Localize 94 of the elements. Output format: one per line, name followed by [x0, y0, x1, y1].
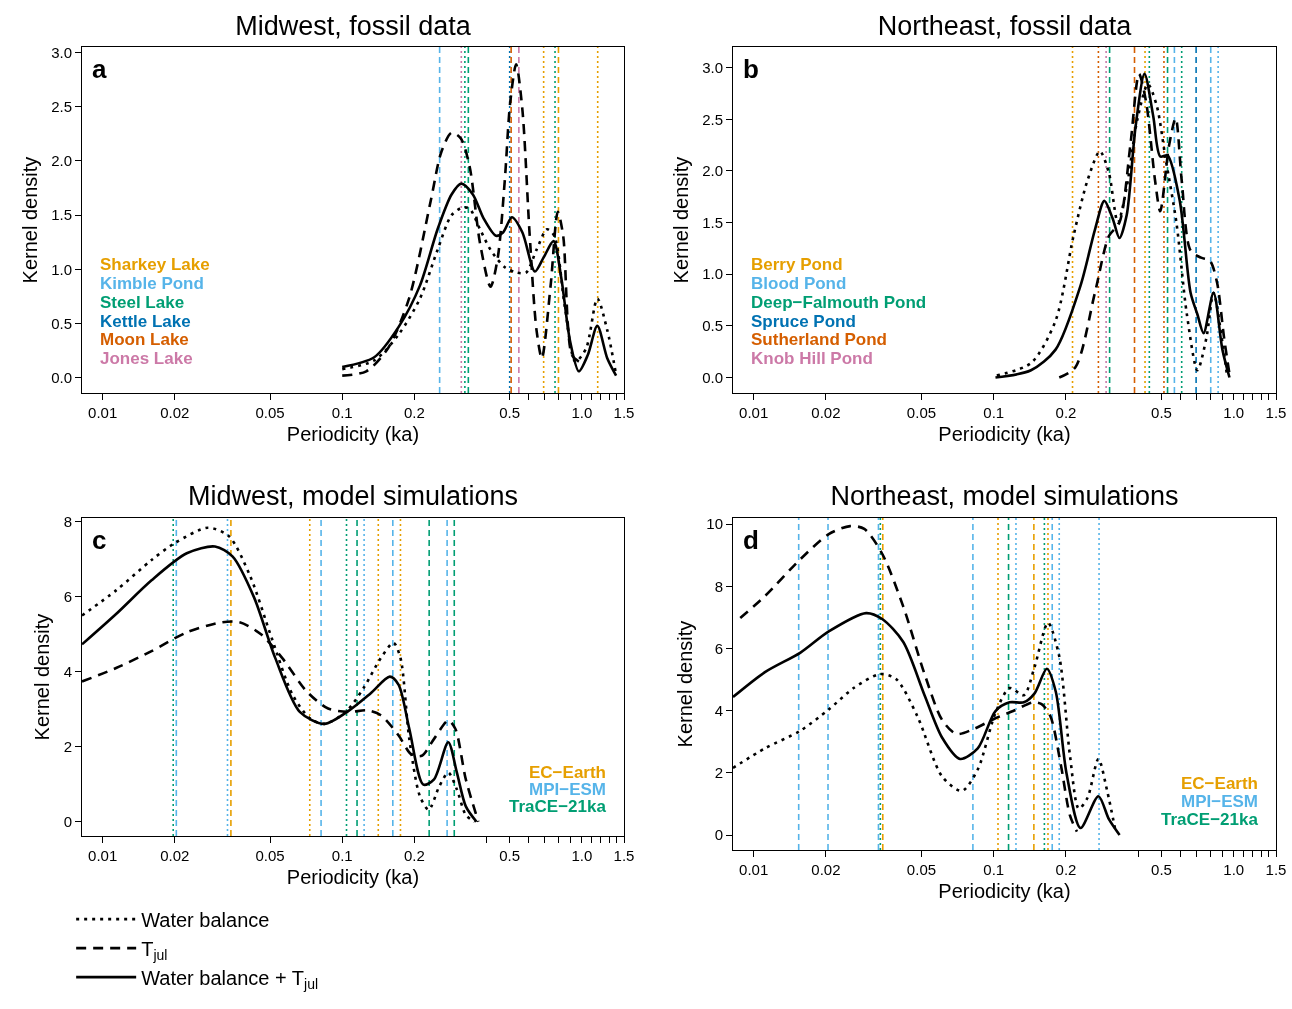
x-tick-label: 0.05 [255, 847, 285, 864]
chart-title: Midwest, model simulations [187, 481, 519, 512]
x-tick-label: 1.0 [571, 847, 593, 864]
annotation: a [92, 54, 107, 84]
x-tick-label: 0.02 [160, 404, 190, 421]
x-tick-label: 1.0 [1223, 404, 1245, 421]
y-tick-label: 3.0 [702, 58, 723, 76]
x-axis-title: Periodicity (ka) [938, 422, 1071, 445]
y-tick-label: 4 [714, 701, 723, 719]
y-tick-label: 10 [706, 515, 723, 533]
ref-line-label: Spruce Pond [751, 312, 856, 331]
x-tick-label: 1.0 [1223, 861, 1245, 878]
y-tick-label: 1.5 [51, 206, 72, 224]
ref-line-label: Steel Lake [100, 293, 185, 312]
y-tick-label: 1.0 [51, 260, 72, 278]
legend-label: Water balance + T$_{jul}$ [141, 966, 319, 993]
x-tick-label: 0.01 [88, 847, 118, 864]
y-tick-label: 0 [63, 813, 72, 830]
annotation: c [92, 525, 107, 555]
y-axis-title: Kernel density [18, 156, 41, 284]
x-tick-label: 0.1 [983, 861, 1005, 878]
ref-line-label: Sharkey Lake [100, 255, 210, 274]
chart-title: Midwest, fossil data [235, 11, 472, 42]
x-tick-label: 0.2 [403, 847, 425, 864]
x-tick-label: 0.1 [331, 404, 353, 421]
chart-title: Northeast, model simulations [830, 481, 1179, 512]
legend-label: T$_{jul}$ [141, 937, 168, 964]
x-tick-label: 0.5 [1151, 404, 1172, 421]
x-tick-label: 0.1 [983, 404, 1005, 421]
y-tick-label: 0.0 [702, 368, 723, 386]
x-tick-label: 1.0 [571, 404, 593, 421]
x-tick-label: 0.1 [331, 847, 353, 864]
x-tick-label: 0.5 [1151, 861, 1172, 878]
ref-line-label: TraCE−21ka [509, 797, 607, 816]
ref-line-label: MPI−ESM [529, 780, 606, 799]
y-tick-label: 8 [714, 577, 723, 595]
x-tick-label: 0.05 [255, 404, 285, 421]
y-tick-label: 0.0 [51, 369, 72, 387]
x-axis-title: Periodicity (ka) [286, 865, 420, 888]
y-tick-label: 6 [63, 588, 72, 605]
y-tick-label: 2.0 [51, 152, 72, 170]
y-tick-label: 3.0 [51, 43, 72, 61]
annotation: d [743, 525, 759, 555]
y-axis-title: Kernel density [669, 156, 692, 284]
x-tick-label: 1.5 [613, 404, 635, 421]
ref-line-label: TraCE−21ka [1161, 810, 1259, 829]
ref-line-label: Kettle Lake [100, 312, 191, 331]
x-axis-title: Periodicity (ka) [938, 879, 1071, 902]
ref-line-label: Sutherland Pond [751, 330, 887, 349]
x-tick-label: 0.5 [499, 404, 521, 421]
ref-line-label: Berry Pond [751, 255, 843, 274]
x-tick-label: 0.02 [811, 861, 841, 878]
y-tick-label: 2.5 [51, 97, 72, 115]
y-tick-label: 0.5 [51, 314, 72, 332]
x-tick-label: 1.5 [1265, 861, 1287, 878]
x-tick-label: 0.01 [739, 404, 769, 421]
chart-title: Northeast, fossil data [877, 11, 1133, 42]
legend-label: Water balance [141, 908, 270, 931]
y-tick-label: 0 [714, 826, 723, 844]
ref-line-label: MPI−ESM [1181, 792, 1258, 811]
ref-line-label: EC−Earth [529, 763, 606, 782]
x-tick-label: 0.2 [1055, 861, 1077, 878]
x-tick-label: 0.05 [906, 404, 937, 421]
x-tick-label: 0.5 [499, 847, 521, 864]
y-axis-title: Kernel density [31, 613, 54, 741]
y-tick-label: 6 [714, 639, 723, 657]
ref-line-label: EC−Earth [1181, 774, 1258, 793]
y-tick-label: 8 [63, 513, 72, 530]
ref-line-label: Kimble Pond [100, 274, 204, 293]
x-tick-label: 0.02 [811, 404, 841, 421]
ref-line-label: Blood Pond [751, 274, 847, 293]
x-tick-label: 0.2 [403, 404, 425, 421]
ref-line-label: Deep−Falmouth Pond [751, 293, 927, 312]
ref-line-label: Moon Lake [100, 330, 189, 349]
annotation: b [743, 54, 759, 84]
y-tick-label: 2 [63, 738, 72, 755]
y-tick-label: 0.5 [702, 317, 723, 335]
y-tick-label: 4 [63, 663, 72, 680]
y-tick-label: 1.0 [702, 265, 723, 283]
x-axis-title: Periodicity (ka) [286, 422, 420, 445]
ref-line-label: Jones Lake [100, 349, 193, 368]
y-axis-title: Kernel density [673, 620, 696, 748]
ref-line-label: Knob Hill Pond [751, 349, 873, 368]
y-tick-label: 2.5 [702, 110, 723, 128]
y-tick-label: 2.0 [702, 162, 723, 180]
x-tick-label: 1.5 [613, 847, 635, 864]
x-tick-label: 0.01 [88, 404, 118, 421]
x-tick-label: 0.01 [739, 861, 769, 878]
x-tick-label: 0.2 [1055, 404, 1077, 421]
y-tick-label: 2 [714, 764, 723, 782]
x-tick-label: 0.05 [906, 861, 937, 878]
x-tick-label: 1.5 [1265, 404, 1287, 421]
x-tick-label: 0.02 [160, 847, 190, 864]
y-tick-label: 1.5 [702, 213, 723, 231]
